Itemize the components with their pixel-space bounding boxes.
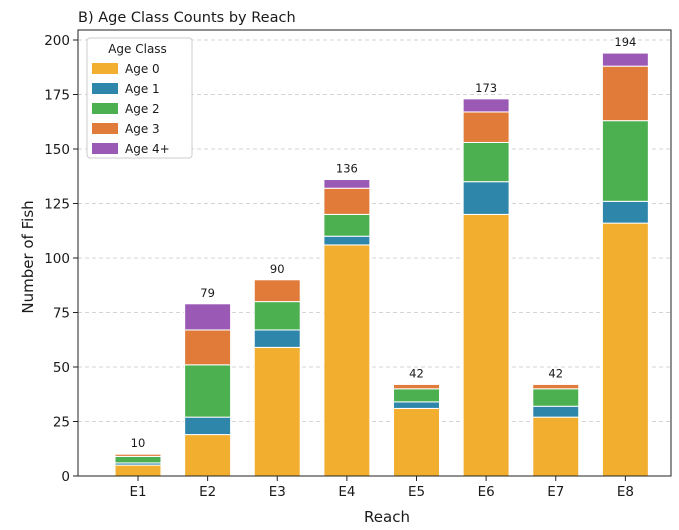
legend-swatch-age3 <box>92 123 118 134</box>
y-tick-label: 25 <box>53 415 70 431</box>
bar-segment-e5-age1 <box>393 401 440 409</box>
bar-segment-e2-age2 <box>184 364 232 418</box>
legend-label-age2: Age 2 <box>125 102 160 116</box>
plot-frame <box>77 29 672 477</box>
y-tick-label: 175 <box>44 88 70 104</box>
bar-segment-e4-age4 <box>323 179 371 189</box>
y-tick-label: 150 <box>44 142 70 158</box>
legend-swatch-age2 <box>92 103 118 114</box>
bar-segment-e3-age1 <box>253 329 301 348</box>
bar-segment-e4-age0 <box>323 244 371 477</box>
bars <box>114 52 649 477</box>
bar-segment-e8-age2 <box>601 120 649 202</box>
bar-segment-e6-age2 <box>462 141 510 183</box>
chart-title: B) Age Class Counts by Reach <box>78 10 296 26</box>
y-tick-label: 100 <box>44 251 70 267</box>
total-label-e3: 90 <box>270 262 285 276</box>
legend-box <box>86 37 193 159</box>
x-tick-label: E5 <box>408 484 425 500</box>
legend-swatch-age0 <box>92 63 118 74</box>
y-tick-label: 50 <box>53 360 70 376</box>
legend-label-age4: Age 4+ <box>125 142 170 156</box>
bar-segment-e2-age1 <box>184 416 232 436</box>
legend-title: Age Class <box>108 42 167 56</box>
x-tick-label: E8 <box>617 484 634 500</box>
total-label-e1: 10 <box>131 436 146 450</box>
bar-segment-e6-age1 <box>462 181 510 215</box>
x-tick-label: E7 <box>547 484 564 500</box>
bar-segment-e8-age1 <box>601 200 649 224</box>
bar-segment-e5-age0 <box>393 407 440 477</box>
total-label-e2: 79 <box>200 286 215 300</box>
legend-swatch-age1 <box>92 83 118 94</box>
bar-segment-e2-age4 <box>184 303 232 331</box>
bar-segment-e4-age2 <box>323 213 371 237</box>
bar-segment-e2-age3 <box>184 329 232 366</box>
bar-segment-e7-age0 <box>532 416 580 477</box>
legend-label-age0: Age 0 <box>125 62 160 76</box>
x-tick-label: E4 <box>338 484 355 500</box>
bar-segment-e8-age0 <box>601 222 649 477</box>
bar-segment-e6-age0 <box>462 213 510 477</box>
legend-label-age3: Age 3 <box>125 122 160 136</box>
x-tick-label: E3 <box>269 484 286 500</box>
y-tick-label: 125 <box>44 197 70 213</box>
bar-segment-e7-age2 <box>532 388 580 407</box>
bar-segment-e2-age0 <box>184 434 232 477</box>
bar-segment-e5-age2 <box>393 388 440 403</box>
bar-segment-e6-age3 <box>462 111 510 143</box>
legend: Age Class Age 0 Age 1 Age 2 Age 3 Age 4+ <box>86 37 193 159</box>
total-label-e7: 42 <box>548 366 563 380</box>
bar-segment-e3-age0 <box>253 346 301 477</box>
total-labels: 10 79 90 136 42 173 42 194 <box>131 35 637 450</box>
legend-swatch-age4 <box>92 143 118 154</box>
total-label-e4: 136 <box>336 162 358 176</box>
y-tick-label: 0 <box>61 469 70 485</box>
bar-segment-e6-age4 <box>462 98 510 113</box>
bar-segment-e1-age2 <box>114 455 162 464</box>
y-tick-label: 200 <box>44 33 70 49</box>
bar-segment-e7-age3 <box>532 383 580 390</box>
bar-segment-e5-age3 <box>393 383 440 390</box>
total-label-e8: 194 <box>614 35 636 49</box>
bar-segment-e3-age3 <box>253 279 301 303</box>
axes: 0 25 50 75 100 125 150 175 200 E1 E2 E3 E4 E5 E6 E7 E8 <box>44 29 672 500</box>
y-axis-label: Number of Fish <box>19 200 37 313</box>
bar-segment-e7-age1 <box>532 405 580 418</box>
bar-segment-e1-age0 <box>114 464 162 477</box>
bar-segment-e8-age4 <box>601 52 649 67</box>
bar-segment-e4-age1 <box>323 235 371 246</box>
x-axis-label: Reach <box>364 508 410 526</box>
y-tick-label: 75 <box>53 306 70 322</box>
bar-segment-e4-age3 <box>323 187 371 215</box>
x-tick-label: E2 <box>199 484 216 500</box>
x-tick-label: E1 <box>129 484 146 500</box>
bar-segment-e1-age3 <box>114 453 162 457</box>
x-tick-label: E6 <box>478 484 495 500</box>
total-label-e6: 173 <box>475 81 497 95</box>
total-label-e5: 42 <box>409 366 424 380</box>
legend-label-age1: Age 1 <box>125 82 160 96</box>
bar-segment-e8-age3 <box>601 65 649 122</box>
bar-segment-e3-age2 <box>253 301 301 331</box>
